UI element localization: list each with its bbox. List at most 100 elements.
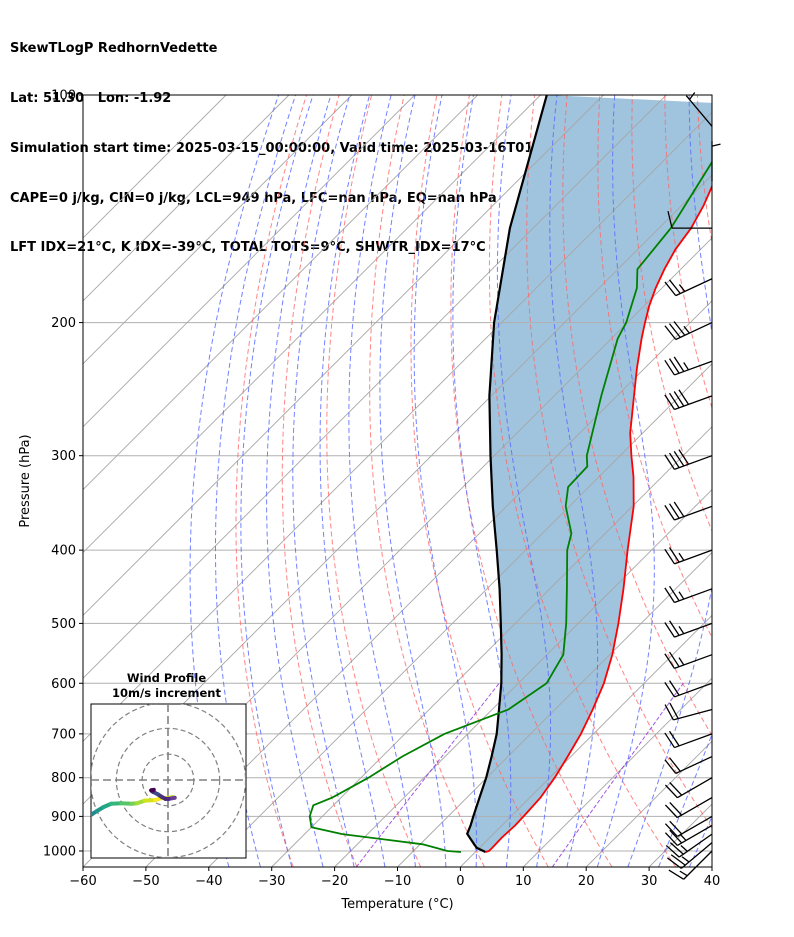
moist-adiabat--10 (348, 95, 416, 867)
isotherm-10 (522, 677, 712, 867)
x-tick-label: −60 (69, 874, 96, 889)
wind-barb-700 (664, 730, 713, 749)
x-tick-label: −40 (195, 874, 222, 889)
x-tick-label: −50 (132, 874, 159, 889)
dry-adiabat-20 (450, 95, 613, 867)
mixing-ratio-line-2 (719, 683, 794, 867)
title-line-station: SkewTLogP RedhornVedette (10, 41, 218, 57)
y-tick-label: 400 (51, 544, 76, 559)
isotherm--140 (83, 95, 353, 365)
hodograph-segment (149, 787, 156, 793)
dry-adiabat-10 (410, 95, 549, 867)
y-tick-label: 1000 (43, 844, 76, 859)
moist-adiabat--35 (215, 95, 297, 867)
isotherm--130 (83, 95, 416, 428)
x-tick-label: −30 (258, 874, 285, 889)
moist-adiabat-45 (752, 95, 794, 867)
x-tick-label: 40 (704, 874, 721, 889)
y-tick-label: 500 (51, 617, 76, 632)
series-layer (308, 95, 712, 853)
x-tick-label: −10 (384, 874, 411, 889)
wind-barb-400 (664, 547, 713, 565)
wind-barb-550 (664, 651, 713, 669)
moist-adiabat--25 (266, 95, 332, 867)
x-axis-label: Temperature (°C) (340, 897, 453, 912)
hodograph-ring-30 (91, 704, 246, 858)
dewpoint-line (308, 160, 712, 853)
wind-barb-200 (664, 321, 713, 341)
mixing-ratio-line-0 (355, 682, 500, 867)
moist-adiabat-40 (720, 95, 794, 867)
wind-barb-850 (664, 797, 713, 819)
dry-adiabat-100 (730, 95, 794, 867)
wind-barb-450 (664, 585, 713, 604)
isotherm--110 (83, 95, 541, 554)
y-tick-label: 800 (51, 771, 76, 786)
wind-barb-600 (664, 680, 713, 698)
y-axis-label: Pressure (hPa) (18, 434, 33, 527)
y-tick-label: 900 (51, 810, 76, 825)
moist-adiabat-20 (596, 95, 655, 867)
isotherm-40 (711, 866, 712, 867)
wind-barbs-layer (664, 92, 721, 880)
dry-adiabat-60 (597, 95, 712, 639)
axes-layer: −60 −50 −40 −30 −20 −10 0 10 20 30 40 1000 900 800 700… (18, 89, 720, 913)
wind-barb-175 (664, 278, 713, 297)
wind-barb-925 (664, 824, 713, 846)
wind-barb-900 (664, 815, 713, 837)
isotherm-0 (460, 614, 712, 867)
wind-barb-1000 (668, 850, 713, 880)
hodograph-subtitle: 10m/s increment (112, 686, 221, 700)
isotherm--90 (83, 95, 667, 679)
moist-adiabat--20 (292, 95, 355, 867)
wind-barb-350 (664, 501, 713, 521)
x-tick-label: 20 (578, 874, 595, 889)
wind-barb-300 (664, 449, 713, 470)
moist-adiabat--15 (319, 95, 386, 867)
isotherm--150 (83, 95, 290, 302)
title-line-indices-1: CAPE=0 j/kg, CIN=0 j/kg, LCL=949 hPa, LF… (10, 190, 497, 206)
wind-barb-500 (664, 620, 713, 638)
x-tick-label: 10 (515, 874, 532, 889)
moist-adiabat--40 (189, 95, 280, 867)
dry-adiabat-110 (763, 95, 794, 867)
wind-barb-950 (665, 833, 713, 858)
y-tick-label: 700 (51, 727, 76, 742)
x-tick-label: 30 (641, 874, 658, 889)
y-tick-label: 100 (51, 89, 76, 104)
isotherm--50 (145, 300, 712, 867)
isotherm--160 (83, 95, 227, 239)
parcel-profile-line (465, 95, 548, 853)
moist-adiabat-25 (627, 95, 712, 867)
wind-barb-130 (711, 141, 721, 182)
wind-barb-975 (666, 842, 713, 869)
moist-adiabat-15 (549, 95, 599, 867)
moist-adiabat-10 (496, 95, 551, 867)
wind-barb-250 (664, 389, 713, 411)
chart-title-block: SkewTLogP RedhornVedette Lat: 51.30 Lon:… (10, 8, 603, 274)
dry-adiabat-40 (526, 95, 712, 829)
dry-adiabat-30 (488, 95, 677, 867)
moist-adiabat--30 (240, 95, 314, 867)
dry-adiabat-50 (562, 95, 712, 737)
x-tick-label: 0 (456, 874, 464, 889)
moist-adiabat-5 (452, 95, 512, 867)
isotherm--10 (397, 551, 712, 867)
moist-adiabat-0 (413, 95, 477, 867)
wind-barb-150 (667, 210, 712, 229)
wind-barb-110 (685, 92, 713, 127)
isotherm--20 (334, 488, 712, 867)
wind-barb-750 (664, 755, 713, 775)
moist-adiabat--5 (379, 95, 447, 867)
cape-cin-fill-layer (467, 95, 712, 852)
isotherm--100 (83, 95, 604, 617)
hodograph-title: Wind Profile (127, 671, 207, 685)
wind-barb-650 (664, 702, 713, 721)
isotherm--80 (83, 111, 712, 742)
dry-adiabat-0 (369, 95, 485, 867)
isotherm--40 (208, 363, 712, 867)
y-tick-label: 600 (51, 677, 76, 692)
dry-adiabat--30 (235, 95, 307, 867)
